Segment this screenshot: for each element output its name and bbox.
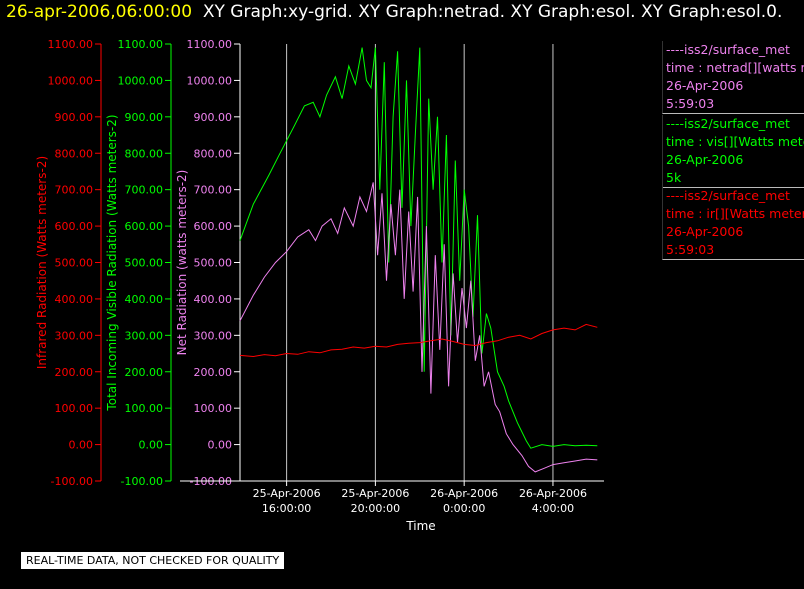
y-tick-label-netrad: 500.00: [194, 257, 233, 270]
y-tick-label-ir: 0.00: [69, 439, 94, 452]
y-tick-label-netrad: 200.00: [194, 366, 233, 379]
x-tick-label: 20:00:00: [351, 502, 400, 515]
y-tick-label-ir: 1100.00: [48, 38, 94, 51]
y-tick-label-netrad: 600.00: [194, 220, 233, 233]
x-tick-label: 26-Apr-2006: [519, 487, 587, 500]
y-tick-label-vis: -100.00: [121, 475, 163, 488]
legend-line: time : ir[][Watts meters-2]: [666, 206, 804, 221]
x-tick-label: 26-Apr-2006: [430, 487, 498, 500]
series-line-ir: [239, 323, 598, 358]
series-line-netrad: [239, 182, 598, 473]
legend-line: ----iss2/surface_met: [666, 116, 790, 131]
y-tick-label-netrad: 1100.00: [187, 38, 233, 51]
legend-line: time : vis[][Watts meters-2]: [666, 134, 804, 149]
legend-entry-netrad: ----iss2/surface_met time : netrad[][wat…: [662, 41, 804, 114]
y-axis-label-netrad: Net Radiation (watts meters-2): [175, 170, 189, 356]
x-tick-label: 16:00:00: [262, 502, 311, 515]
x-tick-label: 0:00:00: [443, 502, 485, 515]
y-tick-label-vis: 200.00: [125, 366, 164, 379]
legend-line: 5k: [666, 170, 682, 185]
y-tick-label-vis: 300.00: [125, 329, 164, 342]
y-tick-label-vis: 700.00: [125, 184, 164, 197]
y-tick-label-netrad: 1000.00: [187, 74, 233, 87]
y-tick-label-ir: 200.00: [55, 366, 94, 379]
series-line-vis: [239, 47, 598, 449]
y-tick-label-netrad: 100.00: [194, 402, 233, 415]
y-tick-label-vis: 1000.00: [118, 74, 164, 87]
y-tick-label-ir: 600.00: [55, 220, 94, 233]
legend-entry-vis: ----iss2/surface_met time : vis[][Watts …: [662, 115, 804, 188]
title-graphs: XY Graph:xy-grid. XY Graph:netrad. XY Gr…: [202, 2, 783, 22]
y-tick-label-ir: 900.00: [55, 111, 94, 124]
legend-line: ----iss2/surface_met: [666, 188, 790, 203]
y-tick-label-netrad: 700.00: [194, 184, 233, 197]
y-tick-label-vis: 100.00: [125, 402, 164, 415]
legend-line: 26-Apr-2006: [666, 152, 744, 167]
y-tick-label-vis: 600.00: [125, 220, 164, 233]
y-tick-label-ir: 800.00: [55, 147, 94, 160]
y-tick-label-netrad: 800.00: [194, 147, 233, 160]
y-tick-label-vis: 500.00: [125, 257, 164, 270]
legend-line: 26-Apr-2006: [666, 78, 744, 93]
x-tick-label: 4:00:00: [532, 502, 574, 515]
y-tick-label-ir: 1000.00: [48, 74, 94, 87]
y-tick-label-vis: 0.00: [139, 439, 164, 452]
y-tick-label-ir: -100.00: [51, 475, 93, 488]
title-time: 26-apr-2006,06:00:00: [6, 2, 193, 22]
y-tick-label-ir: 400.00: [55, 293, 94, 306]
y-tick-label-ir: 100.00: [55, 402, 94, 415]
y-tick-label-netrad: 400.00: [194, 293, 233, 306]
y-axis-label-vis: Total Incoming Visible Radiation (Watts …: [105, 114, 119, 411]
title-bar: 26-apr-2006,06:00:00 XY Graph:xy-grid. X…: [6, 2, 782, 22]
y-tick-label-vis: 900.00: [125, 111, 164, 124]
legend-line: time : netrad[][watts meters-2]: [666, 60, 804, 75]
y-tick-label-netrad: 300.00: [194, 329, 233, 342]
x-tick-label: 25-Apr-2006: [341, 487, 409, 500]
legend-entry-ir: ----iss2/surface_met time : ir[][Watts m…: [662, 187, 804, 260]
y-tick-label-vis: 1100.00: [118, 38, 164, 51]
y-tick-label-vis: 800.00: [125, 147, 164, 160]
y-tick-label-ir: 500.00: [55, 257, 94, 270]
legend-line: 26-Apr-2006: [666, 224, 744, 239]
y-axis-label-ir: Infrared Radiation (Watts meters-2): [35, 156, 49, 369]
y-tick-label-netrad: 900.00: [194, 111, 233, 124]
y-tick-label-netrad: 0.00: [208, 439, 233, 452]
legend-line: 5:59:03: [666, 242, 715, 257]
x-tick-label: 25-Apr-2006: [253, 487, 321, 500]
y-tick-label-ir: 300.00: [55, 329, 94, 342]
y-tick-label-vis: 400.00: [125, 293, 164, 306]
quality-note: REAL-TIME DATA, NOT CHECKED FOR QUALITY: [20, 551, 286, 570]
y-tick-label-ir: 700.00: [55, 184, 94, 197]
legend-line: 5:59:03: [666, 96, 715, 111]
x-axis-label: Time: [405, 519, 435, 533]
legend-line: ----iss2/surface_met: [666, 42, 790, 57]
